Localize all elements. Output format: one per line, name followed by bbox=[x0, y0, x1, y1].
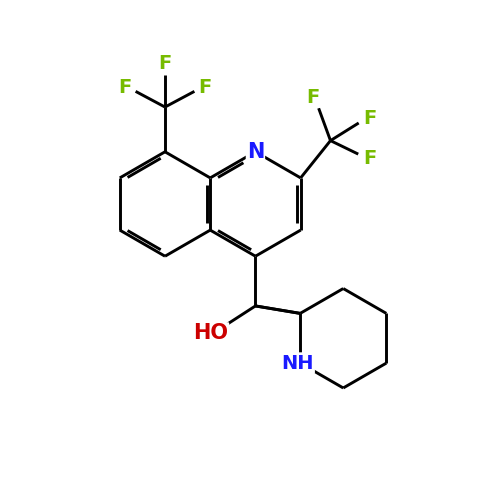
Text: HO: HO bbox=[193, 324, 228, 344]
Text: F: F bbox=[306, 88, 320, 107]
Text: F: F bbox=[118, 78, 132, 96]
Text: F: F bbox=[198, 78, 211, 96]
Text: N: N bbox=[246, 142, 264, 162]
Text: F: F bbox=[158, 54, 172, 74]
Text: NH: NH bbox=[282, 354, 314, 372]
Text: F: F bbox=[364, 148, 377, 168]
Text: F: F bbox=[364, 108, 377, 128]
